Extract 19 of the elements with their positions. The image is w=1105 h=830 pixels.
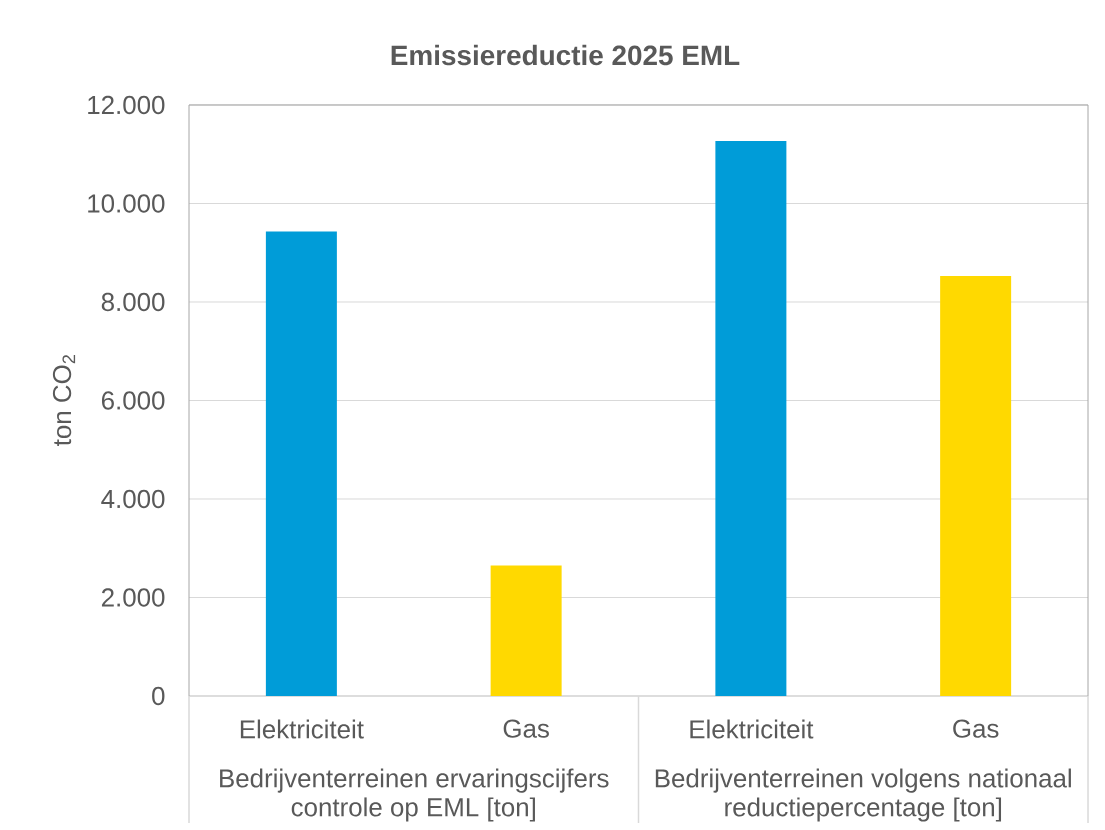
text: Bedrijventerreinen volgens nationaal reductiepercentage [ton]: [655, 768, 1071, 822]
y-tick-label: 0: [152, 686, 165, 706]
bar: [715, 140, 787, 696]
y-tick-label: 2.000: [101, 588, 165, 607]
x-tick-label: Elektriciteit: [690, 719, 814, 739]
x-tick-label: Gas: [953, 719, 999, 738]
bar: [940, 275, 1012, 696]
y-tick-label: 10.000: [88, 194, 165, 213]
chart-title: Emissiereductie 2025 EML: [391, 44, 740, 66]
bar: [490, 565, 562, 696]
bar: [265, 231, 337, 696]
x-tick-label: Elektriciteit: [240, 719, 364, 739]
text: Bedrijventerreinen ervaringscijfers controle op EML [ton]: [220, 768, 609, 822]
y-axis-title: ton CO$_{2}$: [52, 355, 76, 446]
y-tick-label: 4.000: [101, 489, 165, 509]
x-tick-label: Gas: [503, 719, 549, 738]
y-tick-label: 12.000: [88, 95, 165, 115]
y-tick-label: 8.000: [101, 292, 165, 312]
y-tick-label: 6.000: [101, 391, 165, 410]
